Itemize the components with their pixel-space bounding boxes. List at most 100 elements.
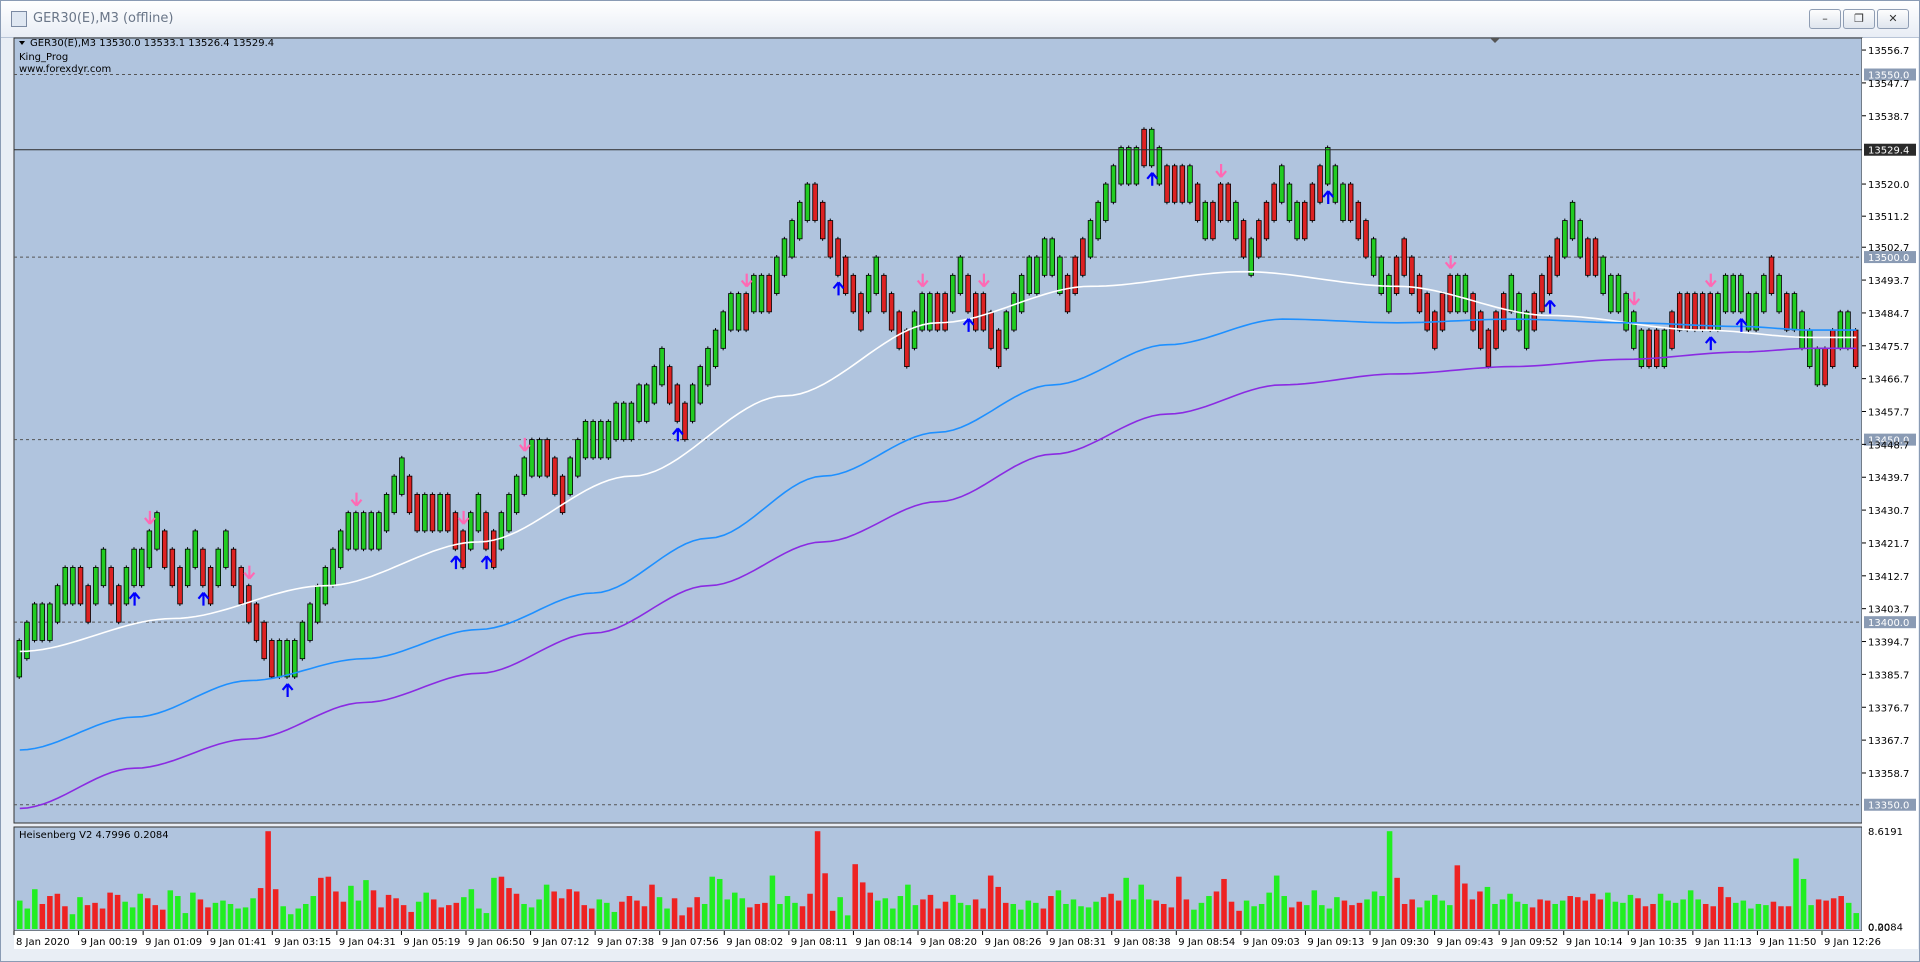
bear-brick [200, 548, 206, 587]
bull-brick [1615, 274, 1622, 313]
bull-brick [1370, 238, 1377, 276]
bear-brick [973, 293, 979, 331]
indicator-bar-green [1010, 903, 1017, 929]
level-box [1864, 251, 1916, 264]
bear-brick [483, 512, 489, 550]
price-scale[interactable] [1862, 38, 1918, 931]
indicator-bar-red [671, 898, 678, 929]
indicator-tick-label: 0.2084 [1868, 923, 1903, 934]
x-tick-label: 9 Jan 03:15 [274, 937, 331, 948]
up-arrow-icon [128, 591, 141, 606]
indicator-bar-red [1650, 903, 1656, 929]
bull-brick [797, 201, 803, 240]
bull-brick [1034, 256, 1040, 294]
indicator-bar-green [1763, 905, 1769, 929]
indicator-bar-green [1319, 905, 1325, 929]
time-scale[interactable] [14, 931, 1918, 949]
indicator-bar-red [754, 903, 761, 929]
bear-brick [1363, 220, 1369, 258]
bull-brick [1126, 147, 1132, 185]
indicator-bar-red [1288, 907, 1295, 929]
bull-brick [223, 530, 229, 568]
x-tick-label: 9 Jan 01:09 [145, 937, 202, 948]
x-tick-label: 9 Jan 09:30 [1372, 937, 1429, 948]
down-arrow-icon [243, 565, 256, 580]
close-button[interactable]: ✕ [1877, 9, 1909, 29]
indicator-bar-red [498, 876, 505, 929]
indicator-bar-green [1748, 908, 1754, 929]
bear-brick [820, 201, 826, 240]
bull-brick [1133, 147, 1140, 185]
bear-brick [269, 640, 275, 678]
bull-brick [536, 439, 543, 477]
y-tick-label: 13502.7 [1868, 243, 1909, 254]
x-tick-label: 9 Jan 09:03 [1243, 937, 1300, 948]
indicator-bar-red [257, 888, 264, 929]
indicator-bar-red [453, 902, 460, 929]
indicator-bar-green [280, 906, 286, 929]
bull-brick [1378, 256, 1385, 294]
bull-brick [1087, 220, 1094, 258]
collapse-triangle-icon[interactable] [19, 41, 25, 45]
bull-brick [529, 439, 535, 477]
indicator-bar-red [1296, 901, 1303, 929]
indicator-bar-green [1311, 890, 1318, 929]
indicator-bar-green [1266, 892, 1272, 929]
restore-button[interactable]: ❐ [1843, 9, 1875, 29]
bear-brick [1822, 347, 1828, 386]
bull-brick [284, 640, 290, 678]
bull-brick [659, 347, 665, 386]
bear-brick [238, 567, 244, 605]
main-chart-area[interactable] [13, 37, 1863, 824]
indicator-bar-green [543, 884, 550, 929]
title-bar[interactable]: GER30(E),M3 (offline) – ❐ ✕ [1, 1, 1919, 38]
indicator-bar-red [1228, 901, 1235, 929]
indicator-bar-red [370, 890, 377, 929]
indicator-bar-red [581, 905, 588, 929]
indicator-bar-red [1153, 900, 1160, 929]
y-tick-label: 13430.7 [1868, 506, 1909, 517]
bear-brick [1554, 238, 1560, 276]
indicator-bar-red [694, 897, 700, 929]
chart-shift-marker-icon[interactable] [1490, 38, 1500, 43]
bear-brick [1347, 183, 1354, 221]
indicator-bar-green [1138, 884, 1144, 929]
renko-bricks [16, 127, 1859, 679]
x-tick-label: 9 Jan 09:52 [1501, 937, 1558, 948]
bull-brick [307, 603, 313, 641]
indicator-bar-green [1055, 890, 1062, 929]
indicator-bar-green [1025, 900, 1032, 929]
indicator-bar-green [1326, 908, 1333, 929]
indicator-bar-green [1755, 903, 1762, 929]
bear-brick [934, 293, 941, 331]
y-tick-label: 13538.7 [1868, 112, 1909, 123]
bull-brick [1577, 220, 1583, 258]
minimize-button[interactable]: – [1809, 9, 1841, 29]
bear-brick [1141, 128, 1147, 167]
indicator-bar-red [1356, 902, 1363, 929]
bull-brick [1103, 183, 1109, 221]
bull-brick [927, 293, 933, 331]
indicator-bar-green [1740, 900, 1747, 929]
indicator-bar-green [1793, 858, 1799, 929]
x-tick-label: 9 Jan 07:56 [662, 937, 719, 948]
indicator-bar-red [1815, 899, 1822, 929]
indicator-bar-red [400, 905, 407, 929]
bear-brick [85, 585, 91, 623]
indicator-bar-red [438, 907, 445, 929]
indicator-bar-green [1386, 831, 1393, 929]
down-arrow-icon [1215, 164, 1227, 178]
bull-brick [353, 512, 359, 550]
y-tick-label: 13403.7 [1868, 605, 1909, 616]
x-tick-label: 9 Jan 08:31 [1049, 937, 1106, 948]
indicator-bar-green [950, 894, 956, 929]
indicator-bar-green [1251, 906, 1257, 929]
bear-brick [1263, 201, 1270, 240]
bear-brick [1784, 293, 1790, 331]
indicator-bar-green [1514, 901, 1521, 929]
indicator-bar-green [295, 908, 302, 929]
up-arrow-icon [1704, 336, 1717, 351]
bull-brick [376, 512, 382, 550]
y-tick-label: 13520.0 [1868, 180, 1909, 191]
bull-brick [804, 183, 811, 221]
